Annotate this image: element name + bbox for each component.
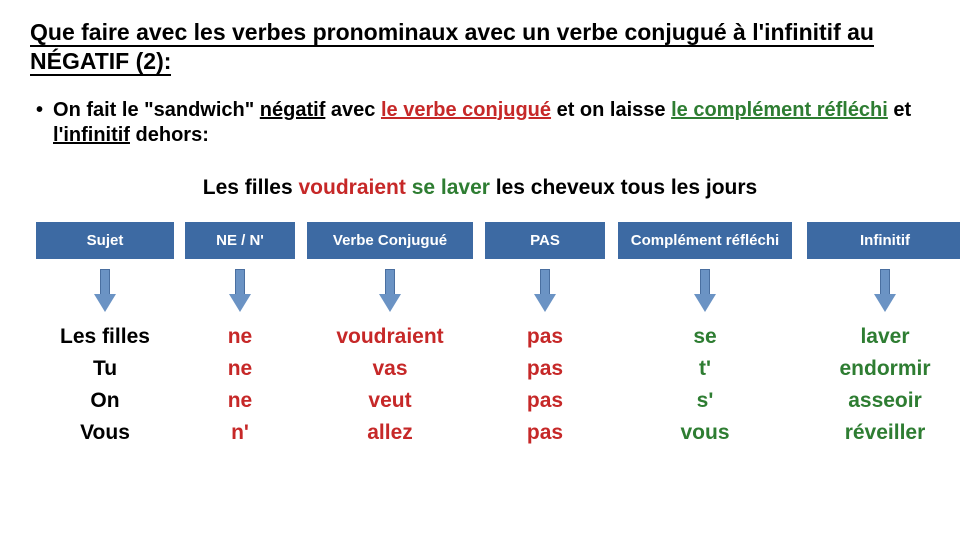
arrow-cell — [480, 259, 610, 321]
col-header: Complément réfléchi — [618, 222, 793, 259]
col-header: Verbe Conjugué — [307, 222, 473, 259]
cell-sujet: Les filles — [30, 321, 180, 353]
down-arrow-icon — [874, 269, 896, 313]
bullet-marker: • — [36, 98, 43, 123]
bullet-line: • On fait le "sandwich" négatif avec le … — [36, 98, 930, 148]
bullet-complement: le complément réfléchi — [671, 99, 888, 121]
cell-ne: n' — [180, 417, 300, 449]
cell-vc: veut — [300, 385, 480, 417]
cell-pas: pas — [480, 353, 610, 385]
col-header: Sujet — [36, 222, 174, 259]
cell-inf: endormir — [800, 353, 960, 385]
cell-ne: ne — [180, 385, 300, 417]
cell-sujet: Tu — [30, 353, 180, 385]
bullet-pre: On fait le "sandwich" — [53, 99, 260, 121]
ex-a: Les filles — [203, 176, 299, 199]
cell-vc: voudraient — [300, 321, 480, 353]
arrow-cell — [30, 259, 180, 321]
down-arrow-icon — [94, 269, 116, 313]
cell-vc: allez — [300, 417, 480, 449]
bullet-infinitif: l'infinitif — [53, 124, 130, 146]
down-arrow-icon — [379, 269, 401, 313]
down-arrow-icon — [694, 269, 716, 313]
down-arrow-icon — [229, 269, 251, 313]
cell-pas: pas — [480, 321, 610, 353]
cell-cr: s' — [610, 385, 800, 417]
cell-sujet: Vous — [30, 417, 180, 449]
cell-ne: ne — [180, 321, 300, 353]
arrow-cell — [800, 259, 960, 321]
cell-cr: t' — [610, 353, 800, 385]
cell-vc: vas — [300, 353, 480, 385]
cell-cr: vous — [610, 417, 800, 449]
bullet-mid3: et — [888, 99, 911, 121]
col-header: Infinitif — [807, 222, 960, 259]
cell-pas: pas — [480, 417, 610, 449]
cell-cr: se — [610, 321, 800, 353]
ex-d: les cheveux tous les jours — [496, 176, 757, 199]
cell-pas: pas — [480, 385, 610, 417]
ex-c: se laver — [406, 176, 496, 199]
example-sentence: Les filles voudraient se laver les cheve… — [30, 176, 930, 200]
arrow-cell — [180, 259, 300, 321]
table-grid: Sujet NE / N' Verbe Conjugué PAS Complém… — [30, 222, 930, 449]
bullet-negatif: négatif — [260, 99, 326, 121]
bullet-verbe-conj: le verbe conjugué — [381, 99, 551, 121]
arrow-cell — [610, 259, 800, 321]
title-block: Que faire avec les verbes pronominaux av… — [30, 18, 930, 76]
cell-inf: laver — [800, 321, 960, 353]
col-header: NE / N' — [185, 222, 295, 259]
bullet-text: On fait le "sandwich" négatif avec le ve… — [53, 98, 930, 148]
down-arrow-icon — [534, 269, 556, 313]
arrow-cell — [300, 259, 480, 321]
cell-inf: réveiller — [800, 417, 960, 449]
bullet-mid2: et on laisse — [551, 99, 671, 121]
page-title: Que faire avec les verbes pronominaux av… — [30, 19, 874, 76]
bullet-mid1: avec — [325, 99, 381, 121]
cell-sujet: On — [30, 385, 180, 417]
bullet-end: dehors: — [130, 124, 209, 146]
cell-inf: asseoir — [800, 385, 960, 417]
col-header: PAS — [485, 222, 605, 259]
ex-b: voudraient — [299, 176, 406, 199]
cell-ne: ne — [180, 353, 300, 385]
